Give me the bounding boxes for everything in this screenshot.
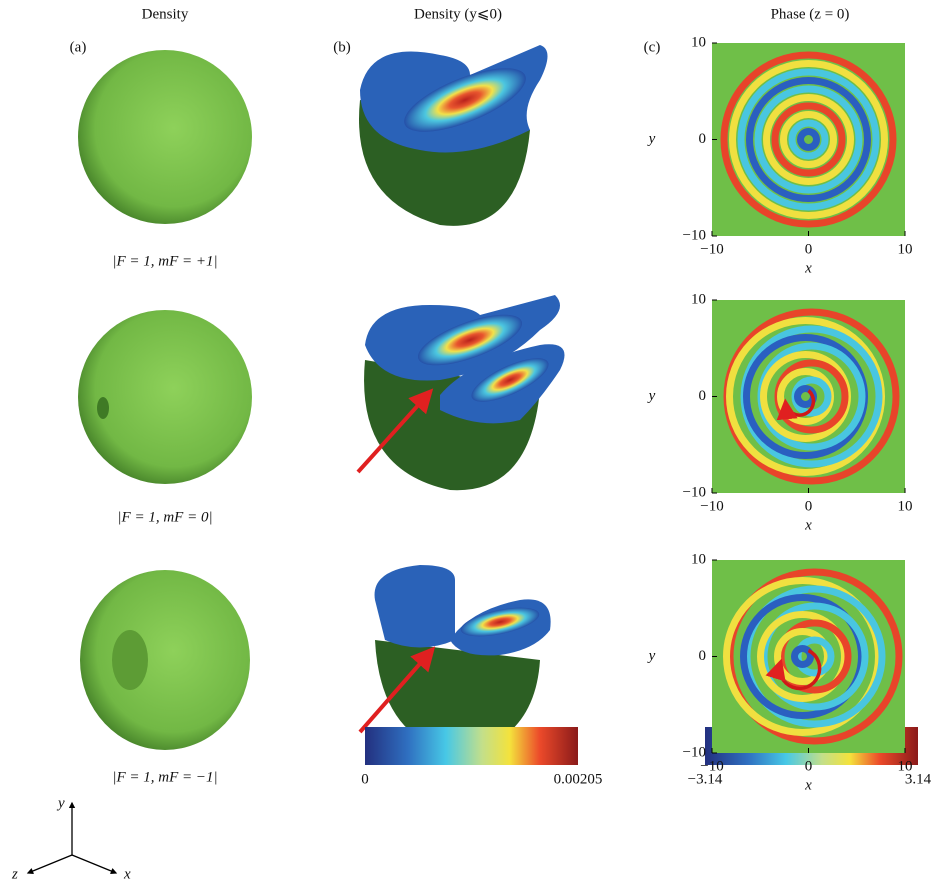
y-tick-label: 10	[691, 551, 706, 567]
axis-label: x	[123, 866, 131, 881]
state-label: |F = 1, mF = 0|	[117, 509, 212, 525]
x-tick-label: 10	[898, 498, 913, 514]
state-label: |F = 1, mF = −1|	[112, 769, 217, 785]
vortex-dimple	[97, 397, 109, 419]
x-tick-label: −10	[700, 241, 723, 257]
y-tick-label: 10	[691, 34, 706, 50]
x-tick-label: 0	[805, 241, 813, 257]
column-title: Density	[142, 6, 189, 22]
x-axis-label: x	[804, 517, 812, 533]
panel-label: (a)	[70, 39, 87, 55]
x-axis-label: x	[804, 777, 812, 793]
y-axis-label: y	[647, 648, 656, 664]
density-sphere	[78, 310, 252, 484]
y-tick-label: 0	[699, 388, 707, 404]
colorbar-min: 0	[361, 771, 369, 787]
density-sphere	[78, 50, 252, 224]
vortex-dimple	[112, 630, 148, 690]
axes-triad	[28, 803, 116, 873]
colorbar-max: 0.00205	[554, 771, 603, 787]
column-title: Phase (z = 0)	[771, 6, 850, 22]
axis-label: y	[56, 795, 65, 811]
panel-label: (b)	[333, 39, 351, 55]
density-cutaway	[360, 565, 551, 755]
y-axis-label: y	[647, 388, 656, 404]
x-tick-label: 0	[805, 758, 813, 774]
y-tick-label: −10	[683, 744, 706, 760]
y-tick-label: −10	[683, 484, 706, 500]
y-tick-label: 10	[691, 291, 706, 307]
x-tick-label: −10	[700, 498, 723, 514]
column-title: Density (y⩽0)	[414, 6, 502, 22]
x-tick-label: 0	[805, 498, 813, 514]
x-tick-label: 10	[898, 758, 913, 774]
x-tick-label: −10	[700, 758, 723, 774]
y-axis-label: y	[647, 131, 656, 147]
figure: Density Density (y⩽0) Phase (z = 0) (a) …	[0, 0, 937, 881]
panel-label: (c)	[644, 39, 661, 55]
density-cutaway	[358, 295, 565, 490]
x-tick-label: 10	[898, 241, 913, 257]
colorbar	[365, 727, 578, 765]
density-cutaway	[359, 45, 548, 226]
y-tick-label: −10	[683, 227, 706, 243]
y-tick-label: 0	[699, 131, 707, 147]
x-axis-label: x	[804, 260, 812, 276]
y-tick-label: 0	[699, 648, 707, 664]
density-sphere	[80, 570, 250, 750]
state-label: |F = 1, mF = +1|	[112, 253, 217, 269]
axis-label: z	[11, 866, 18, 881]
